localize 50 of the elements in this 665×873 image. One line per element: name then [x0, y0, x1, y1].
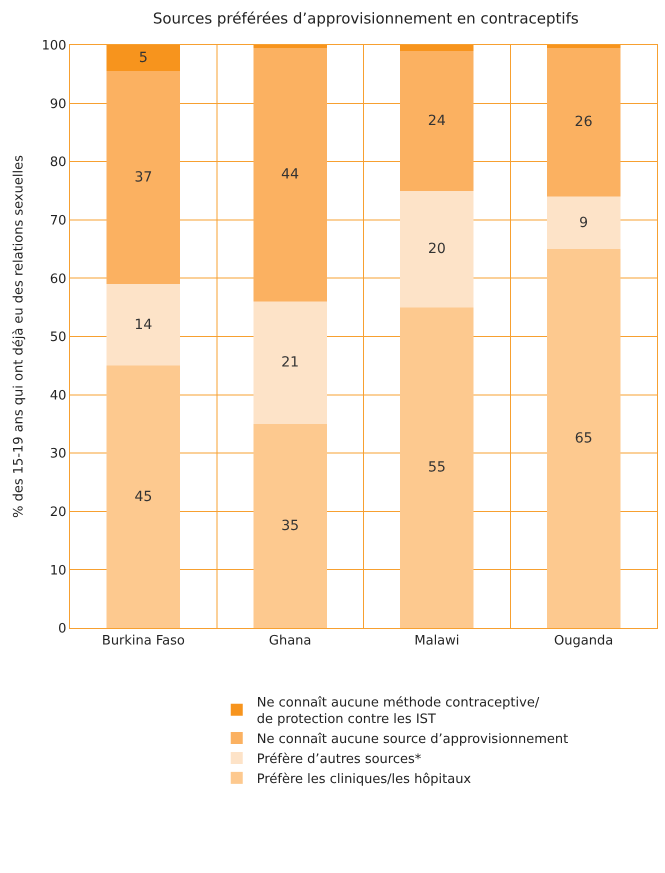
bar	[546, 48, 620, 197]
bar	[106, 366, 180, 628]
legend-label: Ne connaît aucune source d’approvisionnement	[256, 732, 568, 748]
bar	[106, 45, 180, 72]
data-label: 26	[574, 114, 593, 130]
data-label: 14	[134, 316, 152, 333]
y-tick-label: 90	[50, 96, 66, 112]
legend-label: Préfère les cliniques/les hôpitaux	[256, 772, 472, 787]
bar	[400, 307, 474, 628]
bar	[546, 196, 620, 250]
x-tick-label: Burkina Faso	[102, 634, 185, 649]
bar	[106, 71, 180, 284]
x-tick-label: Malawi	[414, 634, 460, 649]
bar	[253, 302, 327, 424]
legend-label: Préfère d’autres sources*	[256, 752, 422, 768]
y-tick-label: 50	[50, 330, 66, 346]
data-label: 45	[134, 488, 152, 505]
bar	[106, 284, 180, 366]
data-label: 9	[579, 214, 588, 231]
x-tick-label: Ghana	[268, 634, 312, 649]
y-tick-label: 70	[50, 213, 66, 228]
y-tick-label: 60	[50, 272, 66, 287]
y-tick-label: 30	[50, 446, 66, 462]
x-tick-label: Ouganda	[554, 634, 614, 649]
data-label: 5	[138, 50, 148, 66]
bar	[253, 424, 327, 628]
data-label: 20	[428, 241, 446, 258]
y-axis-title: % des 15-19 ans qui ont déjà eu des relations sexuelles	[12, 154, 27, 518]
data-label: 24	[428, 112, 446, 129]
y-tick-label: 0	[58, 622, 66, 637]
bar	[253, 45, 327, 48]
y-tick-label: 100	[42, 38, 66, 54]
y-tick-label: 40	[50, 388, 66, 404]
bar	[400, 50, 474, 191]
chart-title: Sources préférées d’approvisionnement en contraceptifs	[152, 10, 579, 28]
data-label: 44	[281, 166, 300, 183]
bar	[400, 45, 474, 51]
y-tick-label: 10	[50, 563, 66, 578]
bar	[253, 48, 327, 302]
y-tick-label: 20	[50, 504, 66, 520]
data-label: 21	[281, 354, 300, 371]
data-label: 35	[281, 518, 300, 534]
bar	[400, 190, 474, 308]
data-label: 55	[428, 460, 446, 476]
data-label: 37	[134, 170, 152, 186]
legend-label: Ne connaît aucune méthode contraceptive/ de protection contre les IST	[256, 695, 540, 728]
data-label: 65	[574, 430, 593, 447]
y-tick-label: 80	[50, 155, 66, 170]
bar	[546, 249, 620, 628]
bar	[546, 45, 620, 48]
